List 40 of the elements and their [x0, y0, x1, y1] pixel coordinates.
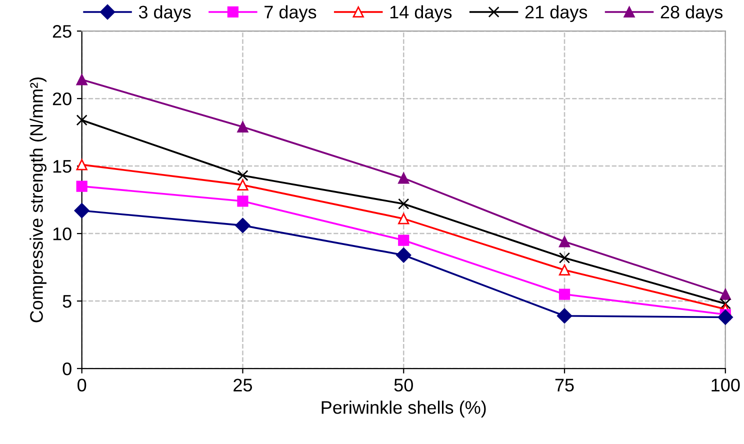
y-tick-label: 20: [52, 92, 72, 106]
point: [720, 298, 731, 310]
point: [558, 264, 570, 276]
point: [235, 218, 250, 234]
legend-label: 21 days: [525, 5, 588, 22]
y-tick-label: 5: [62, 295, 72, 308]
legend-label: 28 days: [660, 5, 723, 22]
x-tick-label: 75: [555, 378, 574, 392]
point: [558, 252, 570, 264]
point: [398, 213, 410, 224]
point: [398, 172, 410, 184]
x-axis-title: Periwinkle shells (%): [322, 400, 486, 418]
y-axis-title: Compressive strength (N/mm²): [30, 78, 46, 322]
point: [74, 203, 90, 218]
y-tick-label: 15: [53, 160, 72, 173]
y-tick-label: 0: [62, 362, 72, 376]
x-tick-label: 50: [394, 378, 413, 392]
point: [76, 114, 88, 126]
point: [237, 196, 248, 207]
legend-label: 14 days: [390, 5, 452, 22]
x-tick-label: 25: [234, 378, 252, 392]
point: [237, 170, 248, 182]
point: [398, 234, 410, 246]
y-tick-label: 10: [53, 227, 72, 240]
point: [398, 198, 410, 210]
point: [396, 248, 412, 263]
x-tick-label: 0: [78, 378, 86, 392]
point: [556, 308, 572, 324]
point: [718, 310, 733, 325]
point: [76, 74, 88, 86]
legend-label: 7 days: [264, 5, 316, 22]
point: [237, 179, 248, 191]
point: [237, 121, 248, 132]
legend-label: 3 days: [138, 5, 191, 22]
point: [76, 180, 88, 192]
point: [558, 288, 570, 300]
point: [720, 288, 731, 300]
point: [558, 236, 570, 248]
y-tick-label: 25: [52, 25, 72, 38]
x-tick-label: 100: [712, 378, 740, 392]
